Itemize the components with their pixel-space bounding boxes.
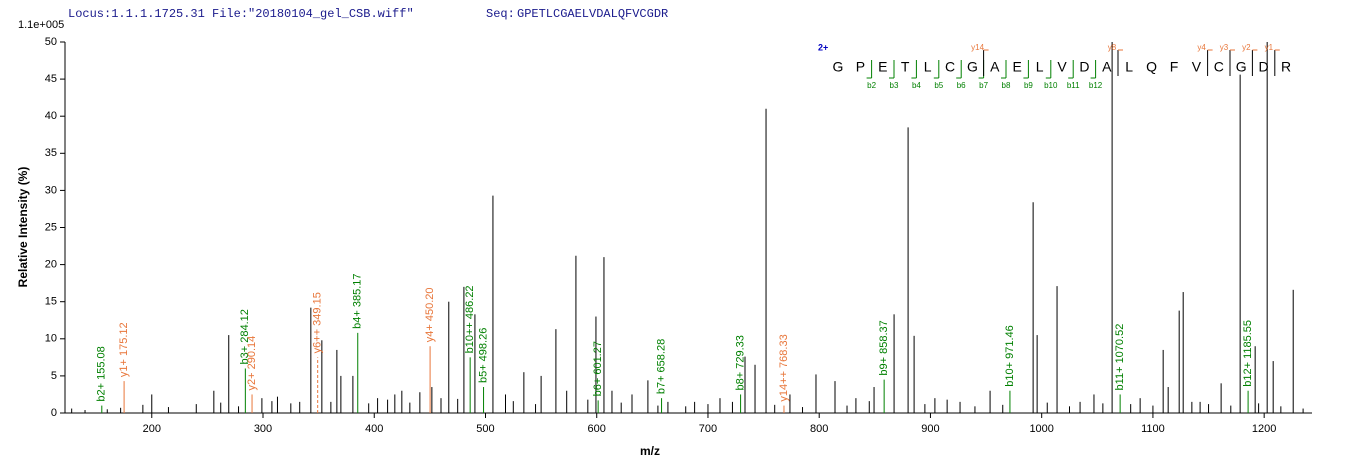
residue: A — [1102, 59, 1112, 75]
y-tick-label: 40 — [45, 110, 57, 122]
b-ion-label: b11 — [1067, 81, 1080, 90]
y-tick-label: 15 — [45, 296, 57, 308]
peak-label: b10++ 486.22 — [464, 285, 476, 353]
residue: F — [1170, 59, 1179, 75]
x-tick-label: 200 — [143, 423, 161, 435]
peak-label: y1+ 175.12 — [118, 322, 130, 377]
peak-label: b11+ 1070.52 — [1114, 324, 1126, 391]
b-ion-label: b8 — [1002, 81, 1011, 90]
y-tick-label: 35 — [45, 147, 57, 159]
y-tick-label: 0 — [51, 407, 57, 419]
y-ion-label: y14 — [971, 43, 984, 52]
y-axis-label: Relative Intensity (%) — [16, 167, 30, 288]
peak-label: y4+ 450.20 — [424, 287, 436, 342]
x-axis-label: m/z — [640, 444, 660, 458]
peak-label: b3+ 284.12 — [239, 309, 251, 364]
residue: V — [1057, 59, 1067, 75]
x-tick-label: 600 — [588, 423, 606, 435]
b-ion-label: b6 — [957, 81, 966, 90]
y-tick-label: 30 — [45, 184, 57, 196]
seq-text: GPETLCGAELVDALQFVCGDR — [517, 7, 668, 21]
y-tick-label: 25 — [45, 221, 57, 233]
residue: A — [990, 59, 1000, 75]
b-ion-label: b9 — [1024, 81, 1033, 90]
y-ion-label: y3 — [1220, 43, 1229, 52]
residue: L — [1036, 59, 1044, 75]
peak-label: b5+ 498.26 — [477, 328, 489, 383]
residue: G — [1236, 59, 1247, 75]
residue: V — [1192, 59, 1202, 75]
b-ion-label: b3 — [890, 81, 899, 90]
y-ion-label: y1 — [1265, 43, 1274, 52]
residue: E — [1013, 59, 1022, 75]
b-ion-label: b7 — [979, 81, 988, 90]
y-ion-label: y8 — [1108, 43, 1117, 52]
residue: P — [856, 59, 865, 75]
peak-label: b2+ 155.08 — [96, 346, 108, 401]
peak-label: b7+ 658.28 — [655, 339, 667, 394]
residue: L — [1125, 59, 1133, 75]
x-tick-label: 400 — [365, 423, 383, 435]
seq-label: Seq: — [486, 7, 515, 21]
residue: L — [924, 59, 932, 75]
y-tick-label: 10 — [45, 333, 57, 345]
peak-label: b10+ 971.46 — [1004, 325, 1016, 386]
residue: E — [878, 59, 887, 75]
peak-label: y2+ 290.14 — [246, 336, 258, 391]
charge-label: 2+ — [818, 42, 828, 52]
residue: T — [901, 59, 910, 75]
x-tick-label: 1100 — [1141, 423, 1165, 435]
locus-text: Locus:1.1.1.1725.31 File:"20180104_gel_C… — [68, 7, 414, 21]
b-ion-label: b2 — [867, 81, 876, 90]
y-tick-label: 50 — [45, 36, 57, 48]
y-ion-label: y2 — [1242, 43, 1251, 52]
x-tick-label: 1200 — [1252, 423, 1276, 435]
y-tick-label: 45 — [45, 73, 57, 85]
residue: C — [945, 59, 955, 75]
peak-label: b6+ 601.27 — [592, 341, 604, 396]
peak-label: y6++ 349.15 — [312, 292, 324, 353]
x-tick-label: 700 — [699, 423, 717, 435]
residue: D — [1259, 59, 1269, 75]
b-ion-label: b12 — [1089, 81, 1103, 90]
peak-label: b8+ 729.33 — [734, 335, 746, 390]
peak-label: b9+ 858.37 — [878, 320, 890, 375]
x-tick-label: 900 — [921, 423, 939, 435]
x-tick-label: 800 — [810, 423, 828, 435]
peak-label: b12+ 1185.55 — [1242, 320, 1254, 387]
y-tick-label: 5 — [51, 370, 57, 382]
peak-label: b4+ 385.17 — [352, 273, 364, 328]
x-tick-label: 500 — [476, 423, 494, 435]
scale-label: 1.1e+005 — [18, 19, 64, 31]
y-ion-label: y4 — [1197, 43, 1206, 52]
residue: D — [1079, 59, 1089, 75]
b-ion-label: b5 — [934, 81, 943, 90]
x-tick-label: 1000 — [1029, 423, 1053, 435]
residue: G — [967, 59, 978, 75]
b-ion-label: b10 — [1044, 81, 1058, 90]
residue: C — [1214, 59, 1224, 75]
residue: Q — [1146, 59, 1157, 75]
y-tick-label: 20 — [45, 259, 57, 271]
residue: G — [833, 59, 844, 75]
x-tick-label: 300 — [254, 423, 272, 435]
peak-label: y14++ 768.33 — [778, 334, 790, 401]
residue: R — [1281, 59, 1291, 75]
b-ion-label: b4 — [912, 81, 921, 90]
